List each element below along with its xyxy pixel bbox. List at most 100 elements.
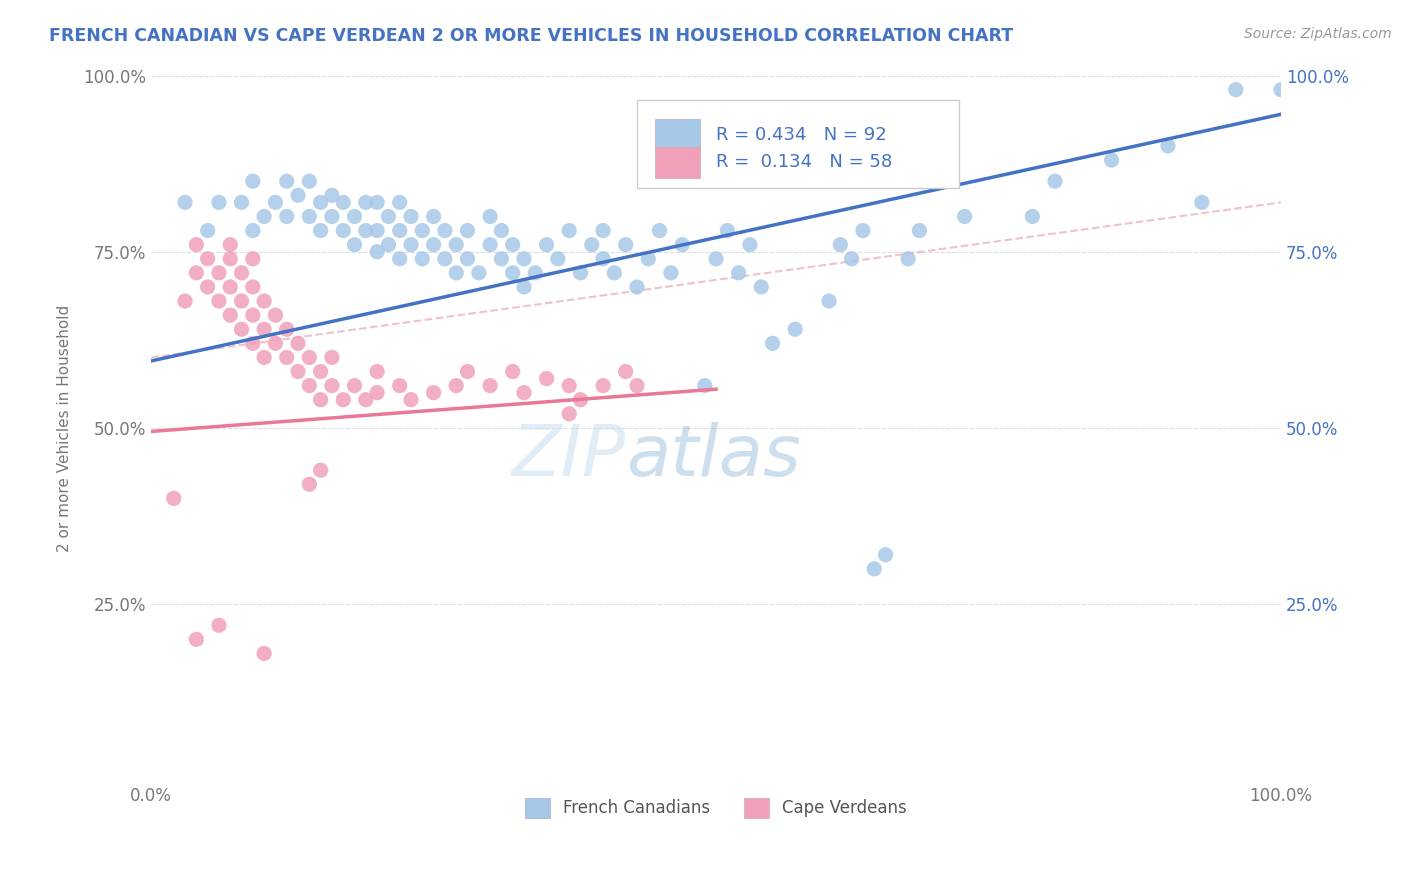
- Point: [536, 237, 558, 252]
- Point: [875, 548, 897, 562]
- Point: [343, 378, 366, 392]
- Point: [242, 174, 264, 188]
- Point: [491, 252, 513, 266]
- Point: [1191, 195, 1213, 210]
- Point: [253, 293, 276, 308]
- Point: [321, 378, 343, 392]
- Point: [659, 266, 682, 280]
- Point: [716, 223, 738, 237]
- Point: [399, 392, 422, 407]
- Point: [830, 237, 852, 252]
- Point: [457, 365, 479, 379]
- Point: [502, 266, 524, 280]
- Point: [332, 195, 354, 210]
- Point: [444, 378, 467, 392]
- Point: [276, 210, 298, 224]
- Point: [614, 365, 637, 379]
- Point: [479, 378, 502, 392]
- Point: [388, 378, 411, 392]
- Point: [592, 252, 614, 266]
- Point: [863, 562, 886, 576]
- Point: [377, 237, 399, 252]
- Legend: French Canadians, Cape Verdeans: French Canadians, Cape Verdeans: [519, 791, 914, 825]
- Point: [298, 210, 321, 224]
- Point: [332, 223, 354, 237]
- Point: [457, 252, 479, 266]
- Point: [536, 371, 558, 385]
- Point: [298, 477, 321, 491]
- Point: [1225, 82, 1247, 96]
- Point: [287, 365, 309, 379]
- FancyBboxPatch shape: [655, 119, 700, 150]
- Point: [366, 195, 388, 210]
- Point: [219, 237, 242, 252]
- Point: [388, 223, 411, 237]
- Point: [581, 237, 603, 252]
- Point: [309, 392, 332, 407]
- Text: FRENCH CANADIAN VS CAPE VERDEAN 2 OR MORE VEHICLES IN HOUSEHOLD CORRELATION CHAR: FRENCH CANADIAN VS CAPE VERDEAN 2 OR MOR…: [49, 27, 1014, 45]
- Point: [479, 237, 502, 252]
- Point: [253, 647, 276, 661]
- Point: [321, 351, 343, 365]
- Point: [309, 365, 332, 379]
- Point: [704, 252, 727, 266]
- Point: [354, 392, 377, 407]
- Point: [491, 223, 513, 237]
- Point: [287, 336, 309, 351]
- Point: [219, 280, 242, 294]
- Point: [298, 351, 321, 365]
- Point: [953, 210, 976, 224]
- Point: [242, 280, 264, 294]
- Point: [422, 210, 444, 224]
- Text: R =  0.134   N = 58: R = 0.134 N = 58: [716, 153, 893, 171]
- Text: atlas: atlas: [626, 422, 800, 491]
- Point: [558, 378, 581, 392]
- Point: [332, 392, 354, 407]
- FancyBboxPatch shape: [637, 100, 959, 188]
- Point: [422, 385, 444, 400]
- Point: [569, 266, 592, 280]
- Point: [174, 195, 197, 210]
- Point: [444, 266, 467, 280]
- Point: [309, 463, 332, 477]
- Point: [1101, 153, 1123, 167]
- Point: [186, 632, 208, 647]
- Point: [727, 266, 749, 280]
- Point: [388, 195, 411, 210]
- Point: [648, 223, 671, 237]
- Text: ZIP: ZIP: [512, 422, 626, 491]
- Point: [626, 280, 648, 294]
- Point: [479, 210, 502, 224]
- Point: [411, 252, 433, 266]
- Point: [422, 237, 444, 252]
- Point: [354, 223, 377, 237]
- Point: [399, 210, 422, 224]
- Point: [343, 237, 366, 252]
- Point: [231, 293, 253, 308]
- Text: Source: ZipAtlas.com: Source: ZipAtlas.com: [1244, 27, 1392, 41]
- Point: [321, 210, 343, 224]
- Point: [592, 378, 614, 392]
- Point: [366, 244, 388, 259]
- Point: [513, 280, 536, 294]
- Point: [366, 223, 388, 237]
- Point: [558, 407, 581, 421]
- Point: [366, 385, 388, 400]
- Point: [377, 210, 399, 224]
- Point: [197, 280, 219, 294]
- Point: [1157, 139, 1180, 153]
- Point: [671, 237, 693, 252]
- Point: [276, 322, 298, 336]
- Point: [231, 195, 253, 210]
- Point: [399, 237, 422, 252]
- Point: [208, 195, 231, 210]
- Point: [197, 223, 219, 237]
- Point: [287, 188, 309, 202]
- Point: [457, 223, 479, 237]
- Point: [513, 252, 536, 266]
- Point: [298, 174, 321, 188]
- Point: [186, 266, 208, 280]
- Point: [626, 378, 648, 392]
- Point: [276, 351, 298, 365]
- Point: [693, 378, 716, 392]
